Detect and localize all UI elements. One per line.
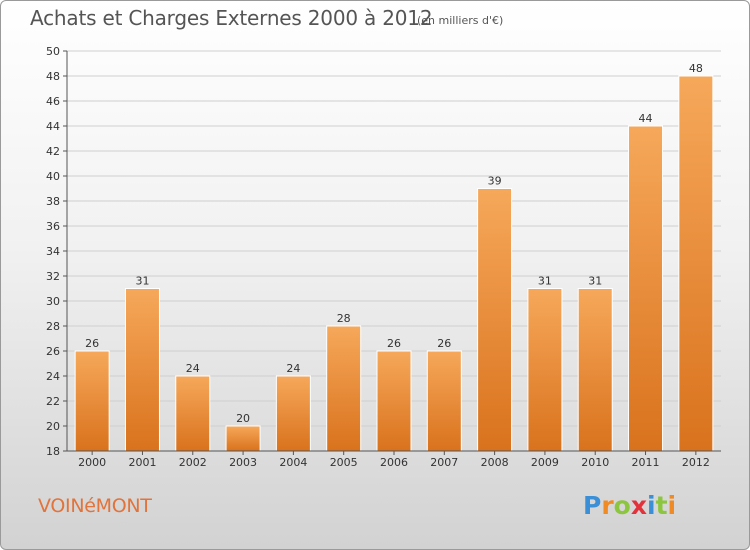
bar-value-label: 31: [135, 275, 149, 288]
y-tick-label: 36: [46, 220, 60, 233]
logo-letter: i: [667, 491, 677, 520]
x-tick-label: 2000: [78, 456, 106, 469]
bar: [326, 325, 362, 452]
y-tick-label: 18: [46, 445, 60, 458]
bar: [477, 188, 513, 452]
y-tick-label: 34: [46, 245, 60, 258]
x-tick-label: 2003: [229, 456, 257, 469]
x-tick-label: 2009: [531, 456, 559, 469]
bar-value-label: 24: [286, 362, 300, 375]
y-tick-label: 42: [46, 145, 60, 158]
bar-value-label: 31: [538, 275, 552, 288]
x-tick-label: 2007: [430, 456, 458, 469]
y-tick-label: 30: [46, 295, 60, 308]
y-tick-label: 22: [46, 395, 60, 408]
bar-value-label: 48: [689, 62, 703, 75]
bar-value-label: 26: [437, 337, 451, 350]
bar: [527, 288, 563, 452]
bar: [225, 425, 261, 452]
bar-value-label: 31: [588, 275, 602, 288]
y-tick-label: 38: [46, 195, 60, 208]
logo-letter: o: [613, 491, 631, 520]
bar-value-label: 44: [639, 112, 653, 125]
bar: [275, 375, 311, 452]
x-tick-label: 2011: [632, 456, 660, 469]
bar: [426, 350, 462, 452]
chart-title: Achats et Charges Externes 2000 à 2012: [30, 6, 433, 30]
bar: [376, 350, 412, 452]
x-tick-label: 2012: [682, 456, 710, 469]
bar-value-label: 20: [236, 412, 250, 425]
x-tick-label: 2006: [380, 456, 408, 469]
y-tick-label: 26: [46, 345, 60, 358]
axes: 18 20 22 24 26 28 30 32 34 36 38 40 42 44 46 48 50 2000 20…: [46, 45, 721, 469]
proxiti-logo: Proxiti: [583, 491, 676, 520]
x-tick-label: 2001: [128, 456, 156, 469]
bar: [74, 350, 110, 452]
logo-letter: i: [647, 491, 656, 520]
logo-letter: P: [583, 491, 602, 520]
logo-letter: t: [655, 491, 668, 520]
y-tick-label: 20: [46, 420, 60, 433]
bar: [175, 375, 211, 452]
bar-value-label: 26: [387, 337, 401, 350]
x-tick-label: 2005: [330, 456, 358, 469]
town-name: VOINéMONT: [38, 495, 152, 517]
x-tick-label: 2002: [179, 456, 207, 469]
logo-letter: x: [630, 491, 647, 520]
bar: [124, 288, 160, 452]
y-tick-label: 46: [46, 95, 60, 108]
bar-value-label: 24: [186, 362, 200, 375]
x-tick-label: 2010: [581, 456, 609, 469]
x-tick-label: 2008: [481, 456, 509, 469]
y-tick-label: 24: [46, 370, 60, 383]
x-tick-label: 2004: [279, 456, 307, 469]
y-tick-label: 40: [46, 170, 60, 183]
bars: 26 31 24 20 24 28 26 26 39 31 31 44 48: [74, 62, 714, 452]
y-tick-label: 48: [46, 70, 60, 83]
bar: [628, 125, 664, 452]
y-tick-label: 50: [46, 45, 60, 58]
y-tick-label: 28: [46, 320, 60, 333]
bar-value-label: 39: [488, 175, 502, 188]
logo-letter: r: [601, 491, 614, 520]
bar-value-label: 26: [85, 337, 99, 350]
bar: [577, 288, 613, 452]
y-tick-label: 44: [46, 120, 60, 133]
chart-subtitle: (en milliers d'€): [417, 14, 504, 27]
bar-value-label: 28: [337, 312, 351, 325]
y-tick-label: 32: [46, 270, 60, 283]
bar: [678, 75, 714, 452]
